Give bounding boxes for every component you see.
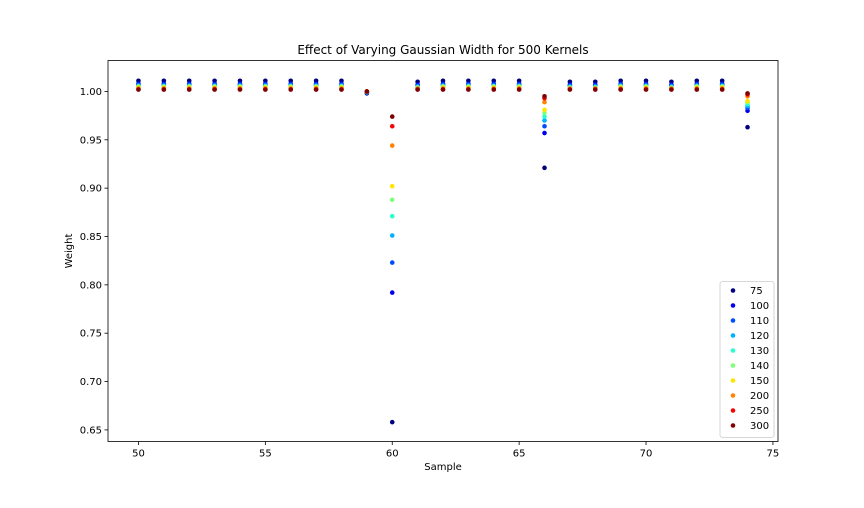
data-point-300 — [491, 87, 497, 92]
x-axis-label: Sample — [424, 462, 462, 473]
y-axis: 0.65 0.70 0.75 0.80 0.85 0.90 0.95 1.00 — [80, 87, 108, 436]
y-tick-label: 0.85 — [80, 232, 102, 243]
legend-marker-150 — [730, 378, 736, 383]
plot-frame — [107, 60, 779, 442]
data-point-150 — [389, 183, 395, 189]
data-point-300 — [669, 87, 674, 92]
legend: 75 100 110 120 130 140 150 200 250 300 — [719, 281, 775, 438]
data-point-110 — [389, 260, 395, 265]
data-point-140 — [389, 197, 395, 203]
x-tick-label: 65 — [513, 449, 526, 460]
chart-title: Effect of Varying Gaussian Width for 500… — [297, 43, 588, 57]
data-point-150 — [745, 98, 750, 104]
y-tick-label: 0.80 — [80, 280, 102, 291]
data-point-300 — [440, 87, 446, 92]
legend-marker-130 — [730, 348, 736, 353]
legend-label: 120 — [750, 331, 769, 342]
y-tick-label: 0.70 — [80, 377, 102, 388]
y-tick-label: 0.90 — [80, 184, 102, 195]
legend-label: 75 — [750, 286, 763, 297]
data-point-300 — [719, 87, 725, 92]
data-point-300 — [339, 87, 344, 92]
legend-label: 140 — [750, 361, 769, 372]
data-point-200 — [542, 99, 547, 105]
data-point-130 — [389, 213, 395, 219]
legend-marker-250 — [730, 408, 736, 413]
data-point-300 — [136, 87, 141, 92]
legend-label: 200 — [750, 391, 769, 402]
data-point-300 — [389, 114, 395, 119]
legend-label: 250 — [750, 406, 769, 417]
y-tick-label: 1.00 — [80, 87, 102, 98]
data-point-120 — [542, 118, 547, 123]
data-point-300 — [745, 91, 750, 96]
legend-marker-75 — [730, 288, 736, 293]
data-point-300 — [364, 89, 370, 94]
data-point-130 — [542, 114, 547, 119]
data-point-300 — [212, 87, 217, 92]
x-tick-label: 75 — [767, 449, 780, 460]
data-point-300 — [313, 87, 319, 92]
data-point-110 — [542, 123, 547, 129]
y-tick-label: 0.75 — [80, 329, 102, 340]
legend-label: 300 — [750, 421, 769, 432]
y-tick-label: 0.65 — [80, 425, 102, 436]
data-point-100 — [542, 130, 547, 136]
x-tick-label: 60 — [386, 449, 399, 460]
data-point-250 — [389, 123, 395, 129]
data-point-300 — [542, 93, 547, 99]
legend-label: 110 — [750, 316, 769, 327]
data-point-150 — [542, 107, 547, 113]
data-point-100 — [389, 290, 395, 295]
legend-marker-200 — [730, 393, 736, 398]
x-tick-label: 55 — [259, 449, 272, 460]
x-tick-label: 50 — [132, 449, 145, 460]
data-point-300 — [288, 87, 294, 92]
legend-label: 130 — [750, 346, 769, 357]
data-points — [136, 78, 750, 425]
data-point-120 — [389, 233, 395, 238]
legend-marker-120 — [730, 333, 736, 338]
data-point-300 — [592, 87, 598, 92]
data-point-300 — [161, 87, 167, 92]
data-point-300 — [618, 87, 623, 92]
data-point-300 — [237, 87, 243, 92]
data-point-300 — [466, 87, 471, 92]
data-point-300 — [694, 87, 700, 92]
data-point-200 — [389, 143, 395, 148]
legend-label: 150 — [750, 376, 769, 387]
data-point-300 — [643, 87, 649, 92]
legend-marker-100 — [730, 303, 736, 308]
legend-label: 100 — [750, 301, 769, 312]
data-point-75 — [389, 419, 395, 425]
y-axis-label: Weight — [64, 234, 75, 269]
data-point-300 — [567, 87, 573, 92]
legend-marker-300 — [730, 423, 736, 428]
y-tick-label: 0.95 — [80, 135, 102, 146]
data-point-300 — [516, 87, 522, 92]
legend-marker-140 — [730, 363, 736, 368]
data-point-75 — [745, 124, 750, 130]
data-point-300 — [186, 87, 192, 92]
data-point-300 — [415, 87, 420, 92]
x-tick-label: 70 — [640, 449, 653, 460]
data-point-75 — [542, 165, 547, 171]
x-axis: 50 55 60 65 70 75 — [132, 441, 780, 460]
legend-marker-110 — [730, 318, 736, 323]
data-point-300 — [263, 87, 268, 92]
